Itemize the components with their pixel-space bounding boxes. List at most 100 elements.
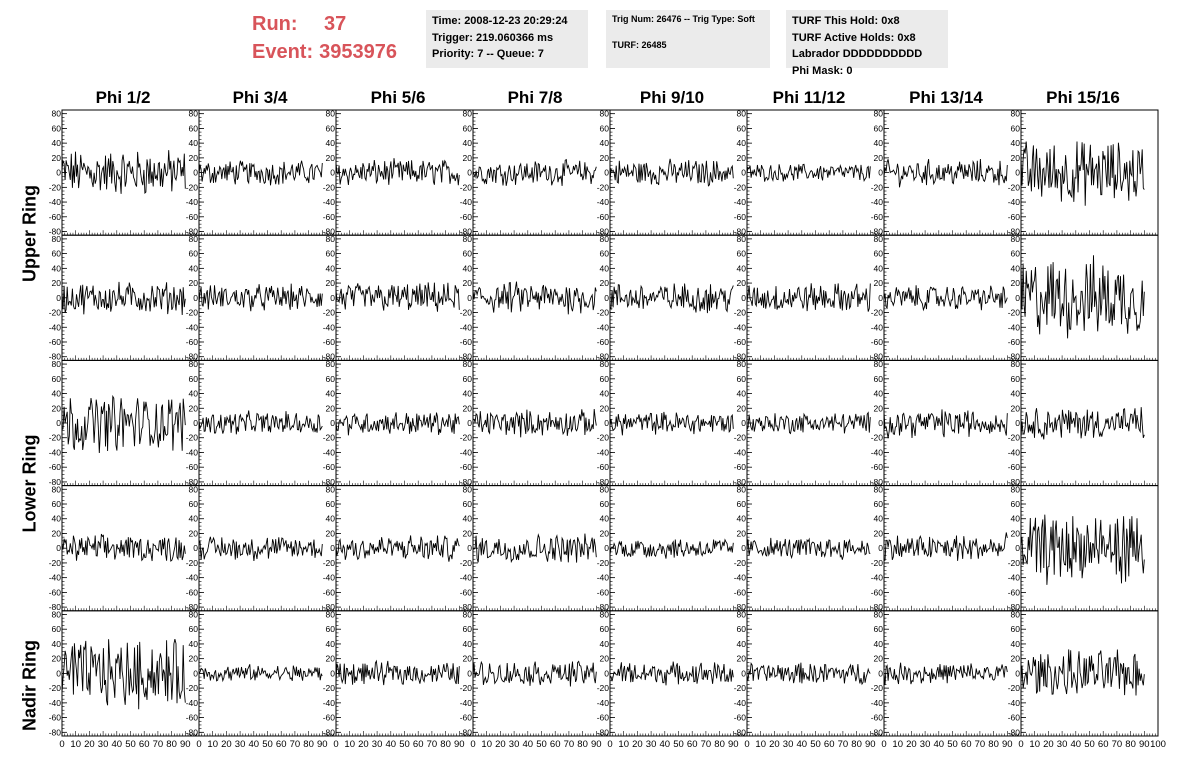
y-tick-label: 0 [1015,543,1020,553]
x-tick-label: 10 [207,739,218,750]
waveform-trace [883,285,1008,312]
y-tick-label: -40 [49,698,62,708]
x-tick-label: 90 [728,739,739,750]
waveform-trace [609,283,734,314]
waveform-panel: -80 -60 -40 -20 0 20 40 60 80 [460,234,611,362]
waveform-trace [746,163,871,183]
y-tick-label: 80 [463,109,473,119]
y-tick-label: 20 [600,153,610,163]
waveform-trace [472,660,597,687]
waveform-trace [61,394,186,454]
x-tick-label: 70 [1112,739,1123,750]
waveform-panel: -80 -60 -40 -20 0 20 40 60 80 [460,484,611,612]
y-tick-label: -20 [186,683,199,693]
y-tick-label: 60 [1011,249,1021,259]
y-tick-label: 40 [52,263,62,273]
y-tick-label: -40 [734,197,747,207]
y-tick-label: 40 [874,639,884,649]
y-tick-label: -60 [597,462,610,472]
y-tick-label: 80 [874,609,884,619]
y-tick-label: 80 [1011,234,1021,244]
y-tick-label: 20 [737,278,747,288]
y-tick-label: -20 [1008,308,1021,318]
y-tick-label: -40 [734,322,747,332]
y-tick-label: 80 [737,484,747,494]
waveform-panel: -80 -60 -40 -20 0 20 40 60 80 [597,609,748,737]
y-tick-label: -40 [871,197,884,207]
waveform-trace [609,411,734,436]
y-tick-label: -80 [49,727,62,737]
waveform-panel: -80 -60 -40 -20 0 20 40 60 80 [323,234,474,362]
waveform-panel: -80 -60 -40 -20 0 20 40 60 80 [49,109,200,237]
y-tick-label: 40 [737,138,747,148]
y-tick-label: -20 [597,308,610,318]
x-tick-label: 20 [632,739,643,750]
x-tick-label: 20 [358,739,369,750]
y-tick-label: 40 [463,514,473,524]
column-title-phi-11-12: Phi 11/12 [772,88,846,107]
y-tick-label: 0 [330,293,335,303]
waveform-trace [609,661,734,686]
y-tick-label: 0 [193,293,198,303]
waveform-panel: -80 -60 -40 -20 0 20 40 60 80 [1008,359,1159,487]
y-tick-label: -80 [49,477,62,487]
y-tick-label: -60 [1008,587,1021,597]
x-tick-label: 80 [1125,739,1136,750]
y-tick-label: 80 [463,484,473,494]
y-tick-label: -20 [871,558,884,568]
waveform-panel: -80 -60 -40 -20 0 20 40 60 80 [1008,609,1159,737]
waveform-trace [883,409,1008,439]
x-tick-label: 0 [607,739,612,750]
y-tick-label: 80 [189,109,199,119]
y-tick-label: 60 [326,374,336,384]
y-tick-label: 20 [52,153,62,163]
y-tick-label: -60 [49,212,62,222]
y-tick-label: -20 [1008,683,1021,693]
waveform-panel: -80 -60 -40 -20 0 20 40 60 80 [49,234,200,362]
x-tick-label: 90 [180,739,191,750]
y-tick-label: 40 [326,263,336,273]
y-tick-label: -20 [186,182,199,192]
y-tick-label: 0 [878,668,883,678]
panel-frame [746,109,885,236]
x-tick-label: 90 [1002,739,1013,750]
y-tick-label: 40 [189,263,199,273]
y-tick-label: -60 [734,462,747,472]
y-tick-label: -20 [186,558,199,568]
y-tick-label: -60 [323,212,336,222]
y-tick-label: 0 [604,543,609,553]
y-tick-label: 40 [52,514,62,524]
x-tick-label: 40 [934,739,945,750]
y-tick-label: -20 [871,182,884,192]
y-tick-label: 20 [1011,528,1021,538]
y-tick-label: 0 [467,543,472,553]
y-tick-label: -40 [323,447,336,457]
y-tick-label: -40 [49,197,62,207]
y-tick-label: -40 [597,197,610,207]
y-tick-label: 20 [874,403,884,413]
y-tick-label: 40 [52,138,62,148]
y-tick-label: -20 [323,683,336,693]
waveform-panel: -80 -60 -40 -20 0 20 40 60 80 [186,484,337,612]
y-tick-label: 40 [1011,639,1021,649]
y-tick-label: 0 [878,418,883,428]
y-tick-label: -60 [871,713,884,723]
waveform-trace [883,662,1008,686]
y-tick-label: 60 [463,249,473,259]
y-tick-label: 60 [189,123,199,133]
y-tick-label: 20 [600,654,610,664]
waveform-panel: -80 -60 -40 -20 0 20 40 60 80 [1008,484,1159,612]
y-tick-label: 20 [463,153,473,163]
y-tick-label: -40 [871,573,884,583]
panel-frame [335,234,474,361]
y-tick-label: -80 [186,602,199,612]
y-tick-label: -20 [1008,558,1021,568]
x-tick-label: 90 [591,739,602,750]
y-tick-label: 40 [463,389,473,399]
waveform-panel: -80 -60 -40 -20 0 20 40 60 80 [323,109,474,237]
y-tick-label: 40 [463,263,473,273]
x-tick-label: 40 [386,739,397,750]
y-tick-label: 20 [737,153,747,163]
y-tick-label: 60 [1011,499,1021,509]
waveform-panel: -80 -60 -40 -20 0 20 40 60 80 [734,609,885,737]
